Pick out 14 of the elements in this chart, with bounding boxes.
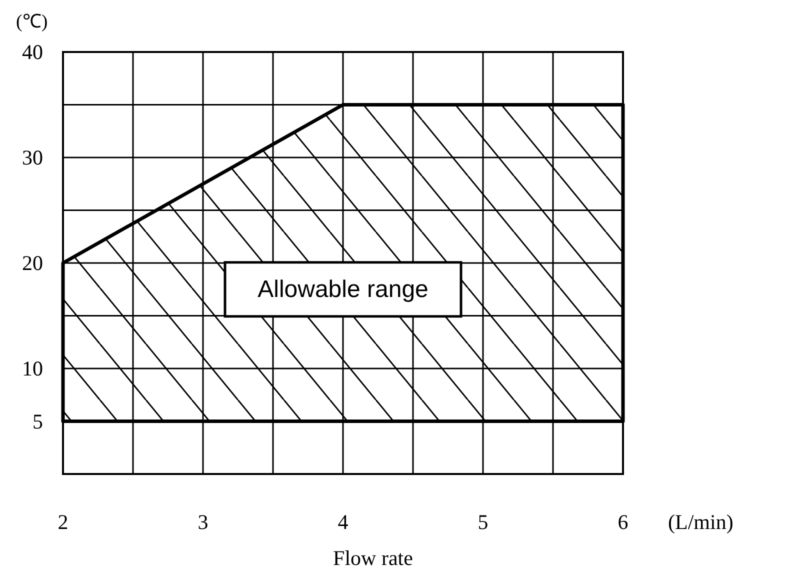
y-tick-label: 30 [22,146,43,170]
x-tick-label: 6 [618,510,628,534]
x-tick-label: 3 [198,510,208,534]
x-tick-label: 5 [478,510,488,534]
y-tick-label: 10 [22,356,43,380]
y-tick-label: 20 [22,251,43,275]
series-label: Allowable range [258,276,428,303]
y-tick-label: 5 [32,409,43,434]
x-tick-label: 2 [58,510,68,534]
text: (L/min) [668,510,734,534]
x-axis-title: Flow rate [333,546,413,570]
x-tick-label: 4 [338,510,349,534]
y-tick-label: 40 [22,40,43,64]
y-axis-title: (℃) [16,12,48,32]
